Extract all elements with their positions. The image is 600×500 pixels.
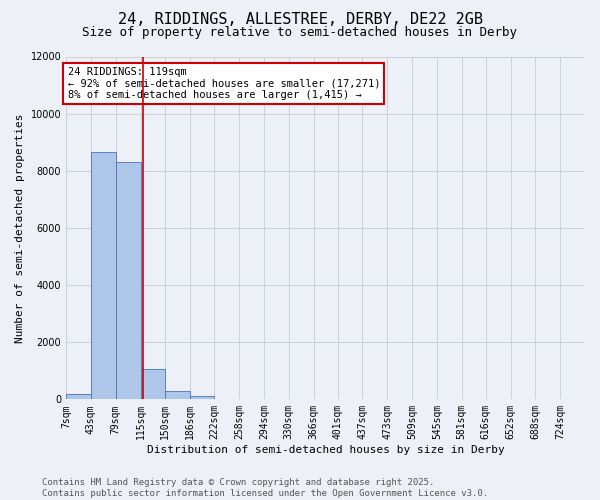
Text: 24, RIDDINGS, ALLESTREE, DERBY, DE22 2GB: 24, RIDDINGS, ALLESTREE, DERBY, DE22 2GB [118, 12, 482, 28]
Bar [190, 396, 214, 400]
Bar [66, 394, 91, 400]
Y-axis label: Number of semi-detached properties: Number of semi-detached properties [15, 113, 25, 342]
X-axis label: Distribution of semi-detached houses by size in Derby: Distribution of semi-detached houses by … [147, 445, 505, 455]
Text: Size of property relative to semi-detached houses in Derby: Size of property relative to semi-detach… [83, 26, 517, 39]
Text: Contains HM Land Registry data © Crown copyright and database right 2025.
Contai: Contains HM Land Registry data © Crown c… [42, 478, 488, 498]
Bar [140, 370, 164, 400]
Bar [116, 162, 140, 400]
Bar [214, 399, 239, 400]
Bar [91, 152, 116, 400]
Text: 24 RIDDINGS: 119sqm
← 92% of semi-detached houses are smaller (17,271)
8% of sem: 24 RIDDINGS: 119sqm ← 92% of semi-detach… [68, 67, 380, 100]
Bar [164, 391, 190, 400]
